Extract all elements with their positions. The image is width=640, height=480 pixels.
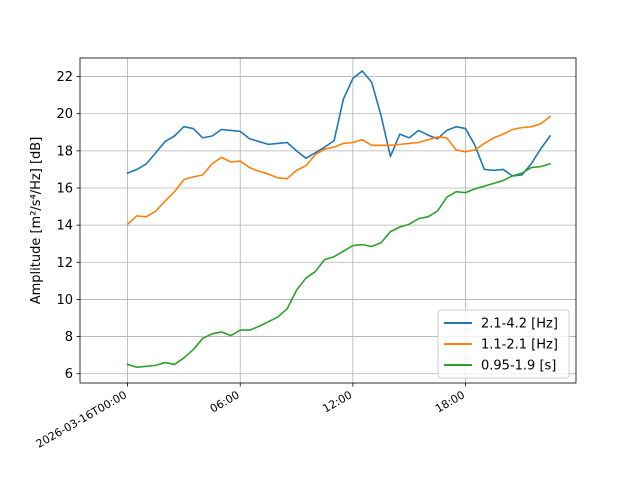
- y-tick-label: 8: [65, 330, 73, 345]
- y-tick-label: 6: [65, 367, 73, 382]
- legend-label-series-1: 2.1-4.2 [Hz]: [481, 317, 558, 332]
- legend-label-series-3: 0.95-1.9 [s]: [481, 359, 556, 374]
- y-tick-label: 18: [56, 144, 73, 159]
- y-axis-ticks: 6 8 10 12 14 16 18 20 22: [56, 70, 80, 382]
- series-line-3: [126, 162, 552, 369]
- y-tick-label: 20: [56, 107, 73, 122]
- plot-frame: [79, 57, 577, 384]
- series-line-2: [126, 115, 552, 226]
- series-line-1: [126, 70, 552, 177]
- y-axis-label: Amplitude [m²/s⁴/Hz] [dB]: [29, 137, 44, 305]
- y-tick-label: 14: [56, 219, 73, 234]
- series-lines: [126, 70, 552, 369]
- legend: 2.1-4.2 [Hz] 1.1-2.1 [Hz] 0.95-1.9 [s]: [437, 309, 570, 379]
- grid: [80, 58, 576, 383]
- y-tick-label: 12: [56, 256, 73, 271]
- y-tick-label: 10: [56, 293, 73, 308]
- legend-box: [437, 309, 570, 379]
- legend-label-series-2: 1.1-2.1 [Hz]: [481, 338, 558, 353]
- y-tick-label: 16: [56, 182, 73, 197]
- y-tick-label: 22: [56, 70, 73, 85]
